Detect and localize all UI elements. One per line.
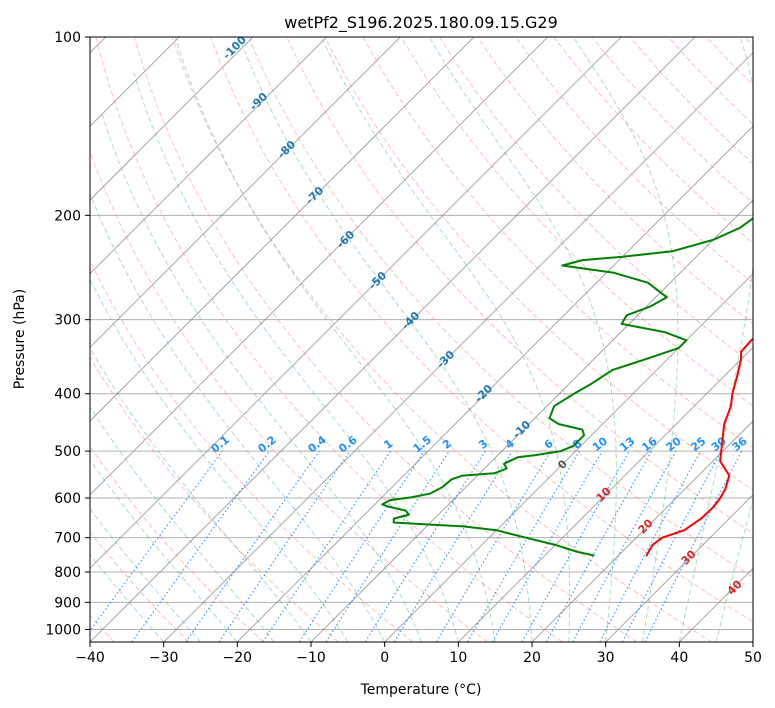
mixing-ratio-line [393,450,513,642]
y-axis-ticks: 100 200 300 400 500 600 700 800 900 1000 [45,30,90,638]
x-tick-label: −30 [149,650,179,666]
dewpoint-line [381,217,753,557]
isotherm-line [90,37,254,201]
mixing-ratio-lines [90,450,743,642]
dry-adiabat-line [629,37,753,165]
dry-adiabats [90,37,753,642]
x-tick-label: −40 [75,650,105,666]
dry-adiabat-line [171,37,712,642]
y-tick-label: 500 [54,444,81,460]
mixing-ratio-line [298,450,425,642]
mixing-ratio-line [218,450,351,642]
dry-adiabat-line [477,37,753,325]
dry-adiabat-line [400,37,753,407]
dry-adiabat-line [362,37,753,449]
x-tick-label: 0 [380,650,389,666]
moist-adiabat-line [174,37,496,642]
isotherm-gridlines [90,37,753,642]
dry-adiabat-line [324,37,753,491]
moist-adiabat-line [715,497,753,642]
isotherm-line [237,125,753,642]
isotherm-line [90,37,622,569]
isotherm-line [163,52,753,642]
moist-adiabat-line [90,507,201,642]
plot-area: 0.1 0.2 0.4 0.6 1 1.5 2 3 4 6 8 10 13 16 20 25 30 36 -100… [90,37,753,642]
dry-adiabat-line [90,531,190,642]
mixing-ratio-line [545,450,653,642]
y-tick-label: 600 [54,491,81,507]
isotherm-line [458,346,753,642]
x-tick-label: 50 [744,650,762,666]
y-tick-label: 700 [54,531,81,547]
y-tick-label: 800 [54,565,81,581]
moist-adiabat-line [678,37,753,642]
moist-adiabat-line [90,278,349,642]
moist-adiabats [90,37,753,642]
y-tick-label: 300 [54,313,81,329]
chart-title: wetPf2_S196.2025.180.09.15.G29 [284,13,558,33]
x-tick-label: −20 [223,650,253,666]
mixing-ratio-line [521,450,631,642]
y-axis-label: Pressure (hPa) [12,289,28,389]
y-tick-label: 1000 [45,622,81,638]
moist-adiabat-line [572,37,679,642]
x-tick-label: 10 [449,650,467,666]
moist-adiabat-line [101,114,422,642]
mixing-ratio-line [325,450,450,642]
isotherm-line [605,494,753,642]
x-tick-label: 40 [670,650,688,666]
dry-adiabat-line [90,356,339,642]
dry-adiabat-line [133,37,638,642]
isotherm-line [90,37,548,496]
dry-adiabat-line [438,37,753,366]
x-axis-ticks: −40 −30 −20 −10 0 10 20 30 40 50 [75,642,762,666]
mixing-ratio-line [262,450,392,642]
dry-adiabat-line [248,37,753,578]
x-tick-label: −10 [296,650,326,666]
moist-adiabat-line [133,72,459,642]
mixing-ratio-line [131,450,270,642]
dry-adiabat-line [95,37,563,642]
x-tick-label: 20 [523,650,541,666]
x-tick-label: 30 [597,650,615,666]
isotherm-line [90,37,475,422]
isotherm-line [90,37,327,275]
isotherm-line [384,273,753,642]
mixing-ratio-line [185,450,320,642]
temperature-line [645,337,753,557]
mixing-ratio-line [572,450,677,642]
dry-adiabat-line [210,37,753,623]
moist-adiabat-line [90,459,238,642]
mixing-ratio-line [644,450,743,642]
mixing-ratio-line [90,450,223,632]
moist-adiabat-line [428,37,617,642]
isotherm-line [90,37,696,642]
y-tick-label: 100 [54,30,81,46]
dry-adiabat-line [553,37,753,244]
x-axis-label: Temperature (°C) [360,682,482,698]
moist-adiabat-line [238,37,533,642]
isotherm-line [90,37,401,348]
isotherm-line [531,420,753,642]
moist-adiabat-line [90,347,312,642]
y-tick-label: 200 [54,208,81,224]
profile-series [381,217,753,557]
plot-frame [89,36,754,643]
dry-adiabat-line [90,259,414,642]
y-tick-label: 400 [54,387,81,403]
y-tick-label: 900 [54,595,81,611]
isobar-gridlines [90,37,753,630]
moist-adiabat-line [320,37,571,642]
